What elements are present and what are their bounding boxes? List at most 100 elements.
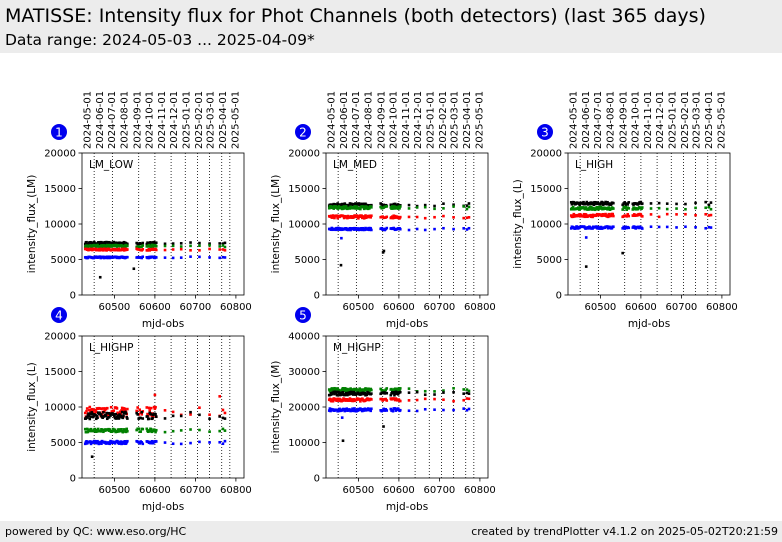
data-point-red	[583, 215, 587, 219]
data-point-green	[433, 390, 436, 393]
data-point-black	[621, 203, 624, 207]
data-point-blue	[150, 439, 154, 443]
data-point-green	[223, 245, 227, 249]
data-point-red	[385, 215, 389, 219]
data-point-black	[118, 413, 121, 416]
data-point-blue	[140, 441, 144, 444]
panel-number-badge	[537, 124, 553, 140]
channel-label: L_HIGH	[575, 159, 613, 171]
panel-number-label: 2	[299, 126, 307, 140]
data-point-red	[462, 216, 465, 220]
data-point-green	[625, 208, 629, 212]
data-point-green	[120, 427, 123, 431]
top-date-label: 2024-09-01	[132, 91, 143, 149]
data-point-red	[606, 214, 609, 217]
data-point-blue	[465, 228, 469, 231]
data-point-green	[452, 205, 455, 208]
data-point-blue	[467, 407, 471, 411]
data-point-green	[198, 428, 201, 432]
data-point-black	[189, 410, 192, 414]
data-point-red	[146, 412, 149, 416]
data-point-black	[198, 413, 201, 417]
data-point-red	[105, 406, 109, 410]
data-point-red	[341, 399, 345, 402]
data-point-red	[123, 407, 127, 411]
data-point-black	[198, 241, 201, 245]
data-point-red	[179, 247, 183, 251]
data-point-black	[154, 241, 158, 245]
data-point-black	[96, 416, 99, 419]
data-point-red	[392, 214, 396, 218]
data-point-blue	[218, 440, 221, 444]
data-point-outlier	[218, 395, 221, 398]
y-tick-label: 10000	[288, 220, 320, 231]
x-tick-label: 60800	[220, 302, 252, 313]
data-point-black	[140, 410, 144, 414]
data-point-green	[113, 428, 117, 432]
data-point-green	[154, 244, 158, 248]
panel-number-badge	[295, 124, 311, 140]
data-point-blue	[198, 440, 201, 444]
data-point-green	[120, 243, 123, 247]
data-point-black	[151, 416, 154, 420]
x-axis-label: mjd-obs	[386, 318, 428, 330]
page-subtitle: Data range: 2024-05-03 ... 2025-04-09*	[5, 31, 315, 49]
data-point-green	[467, 205, 471, 209]
data-point-outlier	[584, 265, 588, 268]
data-point-blue	[223, 256, 227, 259]
data-point-red	[85, 409, 88, 413]
channel-label: M_HIGHP	[333, 342, 381, 354]
data-point-red	[171, 410, 175, 414]
data-point-blue	[423, 407, 427, 411]
top-date-label: 2024-08-01	[120, 91, 131, 149]
top-date-label: 2024-07-01	[107, 91, 118, 149]
data-point-black	[393, 393, 396, 397]
top-date-label: 2025-05-01	[474, 91, 485, 149]
data-point-blue	[126, 439, 129, 443]
data-point-green	[341, 386, 345, 390]
data-point-green	[152, 245, 155, 249]
data-point-red	[407, 399, 411, 402]
top-date-label: 2025-01-01	[426, 91, 437, 149]
data-point-black	[90, 411, 94, 414]
data-point-black	[119, 414, 123, 418]
data-point-red	[384, 397, 388, 401]
data-point-green	[462, 388, 465, 391]
data-point-red	[433, 215, 436, 219]
data-point-outlier	[90, 455, 94, 458]
data-point-green	[407, 387, 411, 390]
data-point-green	[346, 387, 349, 391]
data-point-red	[632, 214, 635, 218]
data-point-black	[649, 202, 653, 205]
data-point-red	[607, 212, 611, 216]
data-point-green	[657, 206, 661, 210]
data-point-blue	[452, 408, 455, 412]
data-point-green	[208, 430, 211, 433]
data-point-black	[117, 417, 121, 420]
y-axis-label: intensity_flux_(L)	[26, 362, 38, 452]
data-point-black	[389, 393, 393, 397]
data-point-black	[433, 393, 436, 396]
data-point-red	[462, 398, 465, 402]
footer-created-by: created by trendPlotter v4.1.2 on 2025-0…	[471, 525, 778, 538]
panel-number-badge	[51, 124, 67, 140]
data-point-blue	[208, 441, 211, 444]
data-point-blue	[83, 442, 87, 446]
data-point-green	[362, 389, 366, 393]
data-point-black	[467, 392, 471, 395]
x-tick-label: 60500	[342, 485, 374, 496]
y-tick-label: 0	[556, 291, 562, 302]
panel-number-label: 5	[299, 309, 307, 323]
data-point-outlier	[382, 425, 385, 428]
chart-panel-1: 0 5000 10000 15000 20000 60500 60600 60700 60800…	[26, 91, 252, 330]
data-point-blue	[345, 407, 349, 410]
data-point-green	[198, 244, 201, 248]
data-point-red	[331, 399, 335, 403]
data-point-outlier	[132, 267, 136, 271]
data-point-red	[120, 406, 124, 410]
data-point-green	[584, 206, 588, 209]
data-point-blue	[343, 409, 347, 413]
top-date-label: 2025-04-01	[218, 91, 229, 149]
data-point-black	[336, 202, 339, 205]
data-point-red	[433, 397, 436, 401]
